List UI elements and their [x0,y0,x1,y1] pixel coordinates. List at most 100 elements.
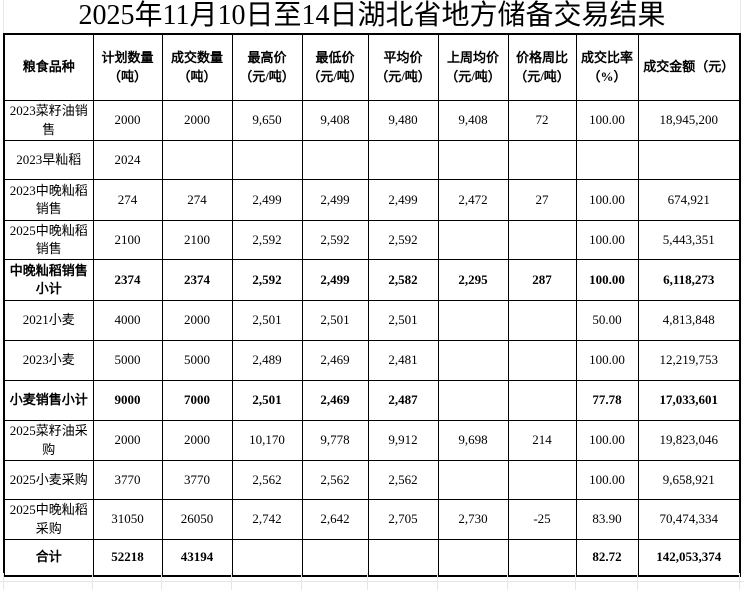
row-label: 小麦销售小计 [3,380,94,421]
faint-gridline [507,573,508,590]
subtotal-row: 小麦销售小计 9000 7000 2,501 2,469 2,487 77.78 17,033… [3,380,741,421]
cell: 2,592 [301,220,369,260]
cell [507,539,577,576]
cell: 70,474,334 [637,499,741,540]
cell: 142,053,374 [637,539,741,576]
cell: 77.78 [575,380,639,421]
cell [437,460,509,500]
faint-gridline [739,573,740,590]
row-label: 2023小麦 [3,340,94,381]
cell: 100.00 [575,220,639,260]
cell: 2,499 [301,259,369,301]
cell: 9,408 [301,100,369,141]
faint-gridline [3,0,4,33]
cell: 100.00 [575,460,639,500]
cell: 72 [507,100,577,141]
cell [437,300,509,341]
cell: 27 [507,179,577,221]
cell: 100.00 [575,340,639,381]
column-header-9: 成交金额（元） [637,33,741,101]
cell: 2,592 [231,259,303,301]
cell: 3770 [161,460,233,500]
column-header-3: 最高价 （元/吨） [231,33,303,101]
cell [437,340,509,381]
column-header-6: 上周均价 （元/吨） [437,33,509,101]
cell: 100.00 [575,179,639,221]
cell [231,539,303,576]
faint-gridline [367,573,368,590]
cell: 100.00 [575,259,639,301]
cell: 10,170 [231,420,303,461]
cell: 214 [507,420,577,461]
cell: 9,698 [437,420,509,461]
cell: 9,912 [367,420,439,461]
cell: 3770 [92,460,163,500]
cell: 2000 [161,420,233,461]
faint-gridline [3,573,4,590]
faint-gridline [231,573,232,590]
cell [437,140,509,180]
row-label: 2023菜籽油销售 [3,100,94,141]
cell: 9,778 [301,420,369,461]
column-header-8: 成交比率 （%） [575,33,639,101]
row-label: 2021小麦 [3,300,94,341]
cell: 9,650 [231,100,303,141]
faint-gridline [575,573,576,590]
row-label: 2025中晚籼稻采购 [3,499,94,540]
cell: 83.90 [575,499,639,540]
faint-gridline [437,573,438,590]
table-row: 2025中晚籼稻销售 2100 2100 2,592 2,592 2,592 100.00 5… [3,220,741,260]
cell: 2,562 [367,460,439,500]
row-label: 2023中晚籼稻销售 [3,179,94,221]
cell: 2,562 [231,460,303,500]
table-row: 2025菜籽油采购 2000 2000 10,170 9,778 9,912 9,698 21… [3,420,741,461]
column-header-1: 计划数量 （吨） [92,33,163,101]
cell: 2,705 [367,499,439,540]
faint-gridline [740,0,741,33]
cell [301,140,369,180]
header-row: 粮食品种 计划数量 （吨） 成交数量 （吨） 最高价 （元/吨） 最低价 （元/吨） 平均… [3,33,741,101]
cell [437,220,509,260]
table-row: 2021小麦 4000 2000 2,501 2,501 2,501 50.00 4,813,… [3,300,741,341]
cell: 2,592 [231,220,303,260]
cell [507,380,577,421]
cell: 2,489 [231,340,303,381]
cell: 2,499 [367,179,439,221]
cell: 2374 [161,259,233,301]
column-header-2: 成交数量 （吨） [161,33,233,101]
cell [637,140,741,180]
results-table: 粮食品种 计划数量 （吨） 成交数量 （吨） 最高价 （元/吨） 最低价 （元/吨） 平均… [3,33,741,577]
table-row: 2023早籼稻 2024 [3,140,741,180]
table-row: 2023菜籽油销售 2000 2000 9,650 9,408 9,480 9,408 72 1… [3,100,741,141]
cell: 2100 [161,220,233,260]
table-body: 2023菜籽油销售 2000 2000 9,650 9,408 9,480 9,408 72 1… [3,100,741,576]
cell: 31050 [92,499,163,540]
cell: 2374 [92,259,163,301]
cell [367,140,439,180]
cell: 2,469 [301,340,369,381]
cell: 18,945,200 [637,100,741,141]
cell: 7000 [161,380,233,421]
cell: 100.00 [575,420,639,461]
cell: 50.00 [575,300,639,341]
table-header: 粮食品种 计划数量 （吨） 成交数量 （吨） 最高价 （元/吨） 最低价 （元/吨） 平均… [3,33,741,101]
cell: 287 [507,259,577,301]
table-row: 2025小麦采购 3770 3770 2,562 2,562 2,562 100.00 9,6… [3,460,741,500]
cell: 82.72 [575,539,639,576]
cell: 2,742 [231,499,303,540]
cell: 2,582 [367,259,439,301]
cell: 274 [92,179,163,221]
faint-gridline [92,573,93,590]
cell: 2,499 [231,179,303,221]
cell: 2,730 [437,499,509,540]
cell [231,140,303,180]
cell: 2,469 [301,380,369,421]
cell [507,340,577,381]
cell: 2100 [92,220,163,260]
cell: 9000 [92,380,163,421]
cell [507,140,577,180]
cell: 9,480 [367,100,439,141]
cell [301,539,369,576]
table-row: 2023中晚籼稻销售 274 274 2,499 2,499 2,499 2,472 27 10… [3,179,741,221]
